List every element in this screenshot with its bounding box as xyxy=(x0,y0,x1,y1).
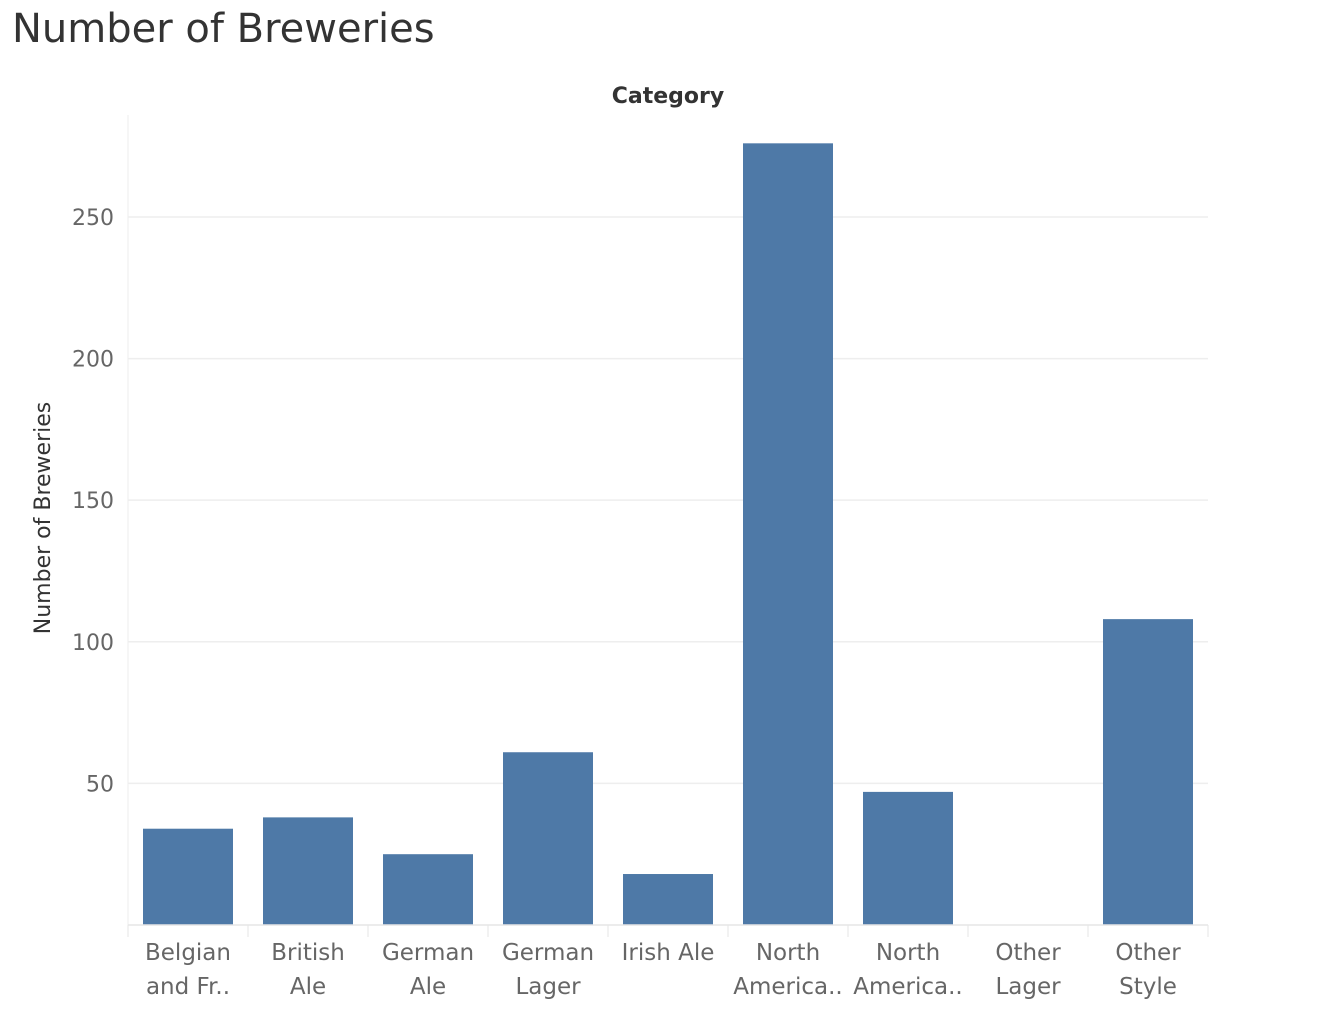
bar[interactable] xyxy=(863,791,953,925)
y-tick-label: 200 xyxy=(72,348,114,373)
y-tick-label: 50 xyxy=(86,772,114,797)
x-tick-label: North America.. xyxy=(853,940,963,1000)
column-header: Category xyxy=(612,84,724,109)
bar[interactable] xyxy=(383,854,473,925)
bar[interactable] xyxy=(503,752,593,925)
bar[interactable] xyxy=(143,828,233,925)
bar[interactable] xyxy=(1103,619,1193,925)
x-tick-label: German Lager xyxy=(502,940,594,1000)
axes: 50 100 150 200 250 Belgian and Fr.. British Ale G… xyxy=(72,115,1209,1000)
x-tick-label: Other Style xyxy=(1115,940,1181,1000)
bar[interactable] xyxy=(743,143,833,926)
bar[interactable] xyxy=(623,874,713,925)
bar[interactable] xyxy=(263,817,353,925)
y-tick-label: 150 xyxy=(72,489,114,514)
y-tick-label: 250 xyxy=(72,206,114,231)
x-tick-label: Irish Ale xyxy=(622,940,715,966)
bars xyxy=(143,143,1193,926)
x-tick-label: North America.. xyxy=(733,940,843,1000)
x-tick-label: Other Lager xyxy=(995,940,1061,1000)
chart-title: Number of Breweries xyxy=(12,6,435,52)
y-tick-label: 100 xyxy=(72,631,114,656)
x-tick-label: Belgian and Fr.. xyxy=(145,940,231,1000)
x-tick-label: German Ale xyxy=(382,940,474,1000)
gridlines xyxy=(128,216,1208,785)
x-tick-label: British Ale xyxy=(271,940,345,1000)
y-axis-title: Number of Breweries xyxy=(31,402,56,634)
